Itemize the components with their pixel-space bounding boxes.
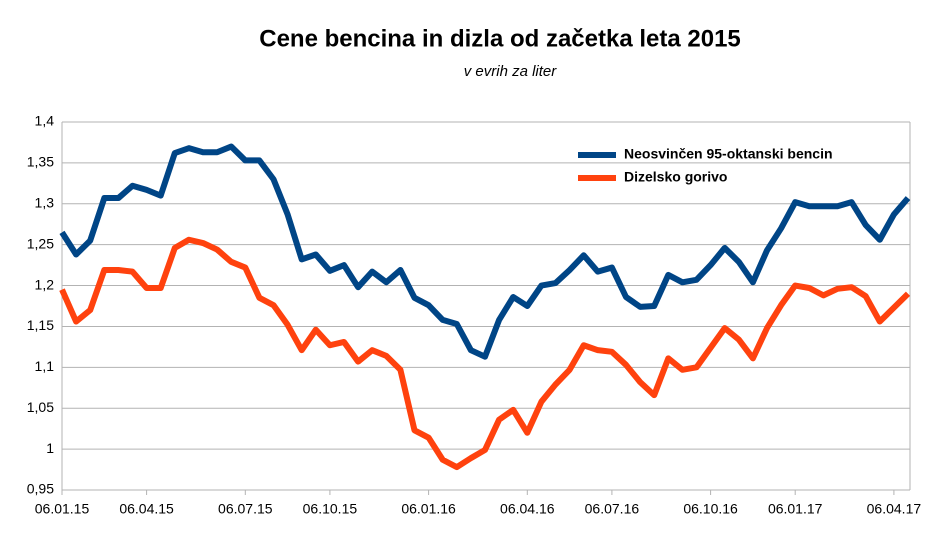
x-tick-label: 06.07.15 — [218, 501, 273, 517]
x-tick-label: 06.01.15 — [35, 501, 90, 517]
x-tick-label: 06.01.17 — [768, 501, 823, 517]
x-tick-label: 06.04.16 — [500, 501, 555, 517]
series-line — [59, 143, 911, 360]
x-tick-label: 06.04.17 — [867, 501, 922, 517]
series-line — [59, 236, 911, 471]
y-tick-label: 1,05 — [27, 399, 54, 415]
chart-subtitle: v evrih za liter — [464, 63, 558, 80]
y-tick-label: 1,35 — [27, 154, 54, 170]
x-tick-label: 06.10.16 — [683, 501, 738, 517]
legend-label: Neosvinčen 95-oktanski bencin — [624, 146, 833, 162]
y-tick-label: 1,1 — [35, 358, 55, 374]
legend-label: Dizelsko gorivo — [624, 169, 727, 185]
chart-title: Cene bencina in dizla od začetka leta 20… — [259, 25, 741, 52]
y-tick-label: 1,3 — [35, 194, 55, 210]
y-tick-label: 1,25 — [27, 235, 54, 251]
y-tick-label: 1 — [46, 440, 54, 456]
x-tick-label: 06.07.16 — [585, 501, 640, 517]
x-tick-label: 06.04.15 — [119, 501, 174, 517]
y-tick-label: 1,4 — [35, 113, 55, 129]
y-tick-label: 0,95 — [27, 481, 54, 497]
x-tick-label: 06.10.15 — [303, 501, 358, 517]
y-tick-label: 1,15 — [27, 317, 54, 333]
x-tick-label: 06.01.16 — [401, 501, 456, 517]
y-tick-label: 1,2 — [35, 276, 55, 292]
